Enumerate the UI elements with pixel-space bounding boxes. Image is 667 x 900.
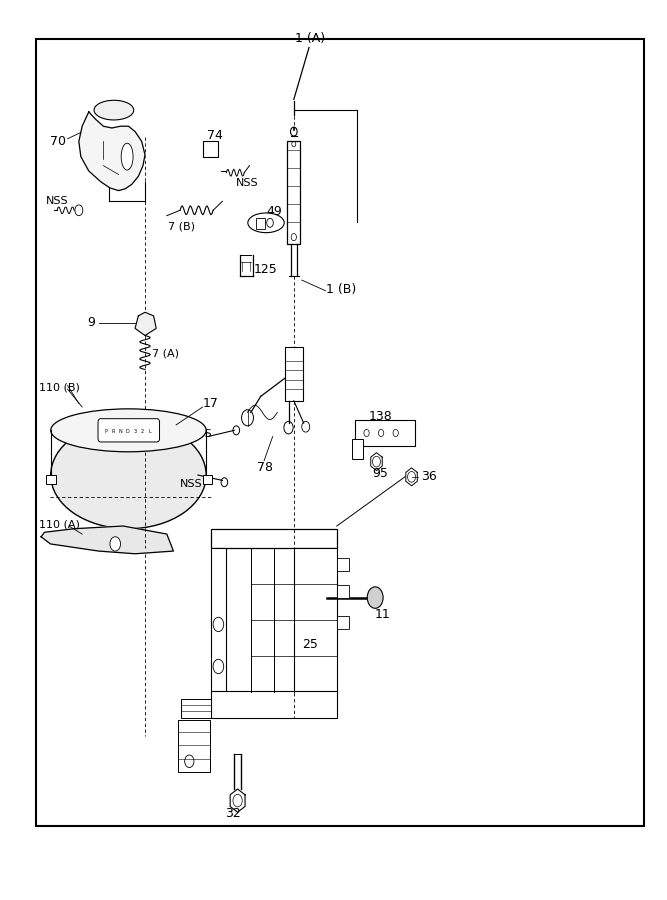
Text: 125: 125 [254,263,278,275]
Text: 32: 32 [225,806,241,820]
Text: N: N [119,428,122,434]
Polygon shape [371,453,382,471]
Bar [178,720,210,772]
Bar [287,141,300,244]
Bar [211,528,337,548]
Text: 70: 70 [51,135,67,148]
Bar [211,691,337,718]
Text: 95: 95 [372,467,388,480]
Text: 110 (A): 110 (A) [39,519,80,529]
Bar [203,475,212,484]
Text: 1 (B): 1 (B) [325,283,356,295]
Ellipse shape [94,100,134,120]
Bar [337,616,349,629]
Text: NSS: NSS [46,196,69,206]
Text: 7 (A): 7 (A) [151,348,179,358]
Bar [211,548,225,691]
Text: 9: 9 [87,317,95,329]
Polygon shape [41,526,173,554]
Text: 138: 138 [369,410,392,423]
Bar [337,585,349,598]
Text: NSS: NSS [190,429,213,439]
Polygon shape [230,789,245,812]
Ellipse shape [121,143,133,170]
Text: 17: 17 [203,397,218,410]
Bar [256,219,265,230]
Text: 7 (B): 7 (B) [168,221,195,231]
Text: 36: 36 [421,471,437,483]
Polygon shape [135,312,156,336]
Bar [337,558,349,571]
Bar [181,698,211,718]
Circle shape [368,587,383,608]
FancyBboxPatch shape [98,418,159,442]
Polygon shape [406,468,418,486]
Text: R: R [111,428,115,434]
Text: 78: 78 [257,462,273,474]
Bar [47,475,55,484]
Text: P: P [105,428,107,434]
Circle shape [110,536,121,551]
Text: 110 (B): 110 (B) [39,382,80,392]
Bar [352,439,363,459]
Ellipse shape [51,421,206,528]
Ellipse shape [248,213,284,233]
Text: L: L [148,428,151,434]
Text: NSS: NSS [235,177,258,187]
Text: 49: 49 [266,204,281,218]
Text: 25: 25 [301,638,317,652]
Bar [285,347,303,400]
Ellipse shape [51,409,206,452]
Bar [36,39,644,825]
Text: 11: 11 [374,608,390,621]
Bar [203,140,217,157]
Text: NSS: NSS [180,479,203,489]
Text: 74: 74 [207,129,222,141]
Bar [293,548,337,691]
Text: 2: 2 [141,428,144,434]
Text: 3: 3 [133,428,137,434]
Polygon shape [79,112,145,191]
Text: D: D [126,428,129,434]
Text: 1 (A): 1 (A) [295,32,325,45]
Bar [356,420,415,446]
